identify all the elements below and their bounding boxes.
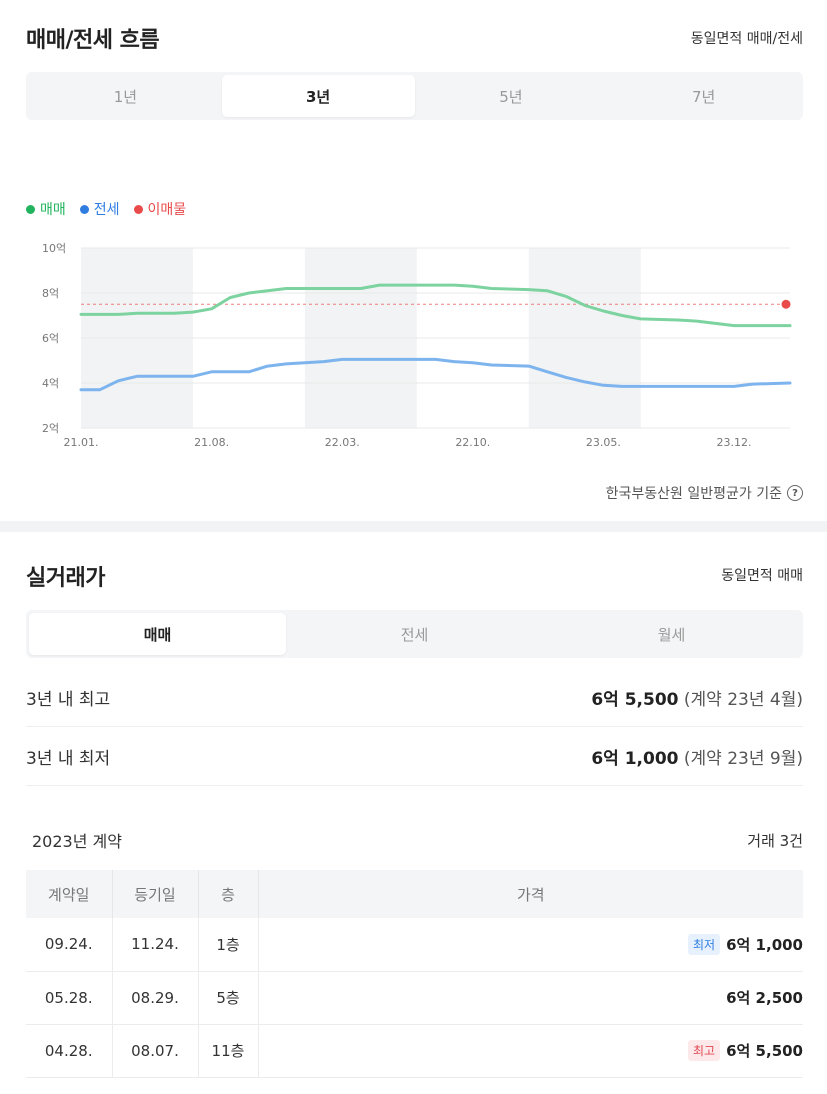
y-tick-label: 2억 [42,422,59,435]
price-value: 6억 5,500 [726,1042,803,1060]
legend-label-listing: 이매물 [147,202,187,218]
legend-label-jeonse: 전세 [93,202,120,218]
cell-floor: 1층 [198,918,259,972]
listing-marker-point [781,299,791,309]
cell-floor: 11층 [198,1024,259,1078]
stat-note: (계약 23년 9월) [683,749,803,769]
period-5y-tab[interactable]: 5년 [499,87,523,106]
price-value: 6억 1,000 [726,935,803,954]
cell-contract-date: 09.24. [26,918,113,972]
table-row[interactable]: 04.28. 08.07. 11층 최고 6억 5,500 [26,1024,803,1078]
data-source-note: 한국부동산원 일반평균가 기준 ? [606,483,803,503]
lowest-badge: 최저 [688,933,721,955]
col-register-date: 등기일 [112,870,199,918]
table-header-row: 계약일 등기일 층 가격 [26,870,803,918]
y-tick-label: 6억 [42,332,59,345]
legend-item-jeonse: 전세 [79,199,120,219]
cell-register-date: 11.24. [112,918,199,972]
legend-item-listing: 이매물 [133,199,187,219]
y-tick-label: 8억 [42,287,59,300]
table-row[interactable]: 09.24. 11.24. 1층 최저 6억 1,000 [26,918,803,972]
period-7y-tab[interactable]: 7년 [691,87,716,106]
stat-note: (계약 23년 4월) [683,690,803,710]
highest-badge: 최고 [688,1040,721,1061]
legend-dot-listing [133,204,143,214]
x-tick-label: 21.01. [64,436,99,449]
y-tick-label: 4억 [42,377,59,390]
tab-sale[interactable]: 매매 [29,613,286,655]
cell-floor: 5층 [198,971,259,1025]
legend-item-sale: 매매 [26,199,66,219]
cell-contract-date: 04.28. [26,1024,113,1078]
stat-price: 6억 1,000 [591,749,679,769]
cell-price: 6억 2,500 [258,971,803,1025]
table-row[interactable]: 05.28. 08.29. 5층 6억 2,500 [26,971,803,1025]
price-value: 6억 2,500 [726,989,803,1007]
sale-price-line [79,283,792,328]
x-tick-label: 23.12. [717,436,752,449]
col-floor: 층 [198,870,259,918]
stat-label: 3년 내 최저 [26,749,111,769]
col-contract-date: 계약일 [26,870,113,918]
section-divider [0,521,827,532]
x-tick-label: 22.10. [455,436,490,449]
period-3y-tab[interactable]: 3년 [221,75,415,117]
stat-price: 6억 5,500 [591,690,679,710]
period-selector: 1년 3년 5년 7년 [26,72,803,120]
deal-type-tabs: 매매 전세 월세 [26,610,803,658]
x-tick-label: 21.08. [194,436,229,449]
trade-count: 거래 3건 [747,832,803,850]
cell-price: 최저 6억 1,000 [258,918,803,972]
x-tick-label: 23.05. [586,436,621,449]
same-area-filter-link[interactable]: 동일면적 매매/전세 [690,31,803,47]
price-flow-section: 매매/전세 흐름 동일면적 매매/전세 1년 3년 5년 7년 매매 전세 이매… [0,0,827,521]
col-price: 가격 [258,870,803,918]
stat-value: 6억 1,000 (계약 23년 9월) [591,744,803,769]
period-1y-tab[interactable]: 1년 [113,87,138,106]
cell-contract-date: 05.28. [26,971,113,1025]
tab-monthly-rent[interactable]: 월세 [657,625,686,644]
tab-jeonse[interactable]: 전세 [400,625,429,644]
stat-value: 6억 5,500 (계약 23년 4월) [591,685,803,710]
deals-table: 계약일 등기일 층 가격 09.24. 11.24. 1층 최저 6억 1,000… [26,870,803,1078]
jeonse-price-line [79,357,792,392]
chart-legend: 매매 전세 이매물 [26,199,186,219]
price-flow-chart: 10억 8억 6억 4억 2억 21.01. 21.08. 22.03. 22.10. 23.05… [42,242,792,449]
cell-register-date: 08.29. [112,971,199,1025]
legend-dot-jeonse [79,204,89,214]
section-title: 실거래가 [26,566,105,591]
legend-label-sale: 매매 [40,202,66,218]
actual-price-section: 실거래가 동일면적 매매 매매 전세 월세 3년 내 최고 6억 5,500 (… [0,532,827,1094]
y-tick-label: 10억 [42,242,66,255]
stat-label: 3년 내 최고 [26,690,111,710]
three-year-low-row: 3년 내 최저 6억 1,000 (계약 23년 9월) [26,728,803,786]
legend-dot-sale [26,204,35,214]
three-year-high-row: 3년 내 최고 6억 5,500 (계약 23년 4월) [26,669,803,727]
same-area-sale-link[interactable]: 동일면적 매매 [721,568,803,584]
cell-price: 최고 6억 5,500 [258,1024,803,1078]
data-source-text: 한국부동산원 일반평균가 기준 [605,486,782,502]
section-title: 매매/전세 흐름 [26,28,160,53]
year-title: 2023년 계약 [32,832,122,851]
x-tick-label: 22.03. [325,436,360,449]
question-circle-icon[interactable]: ? [787,485,803,501]
cell-register-date: 08.07. [112,1024,199,1078]
